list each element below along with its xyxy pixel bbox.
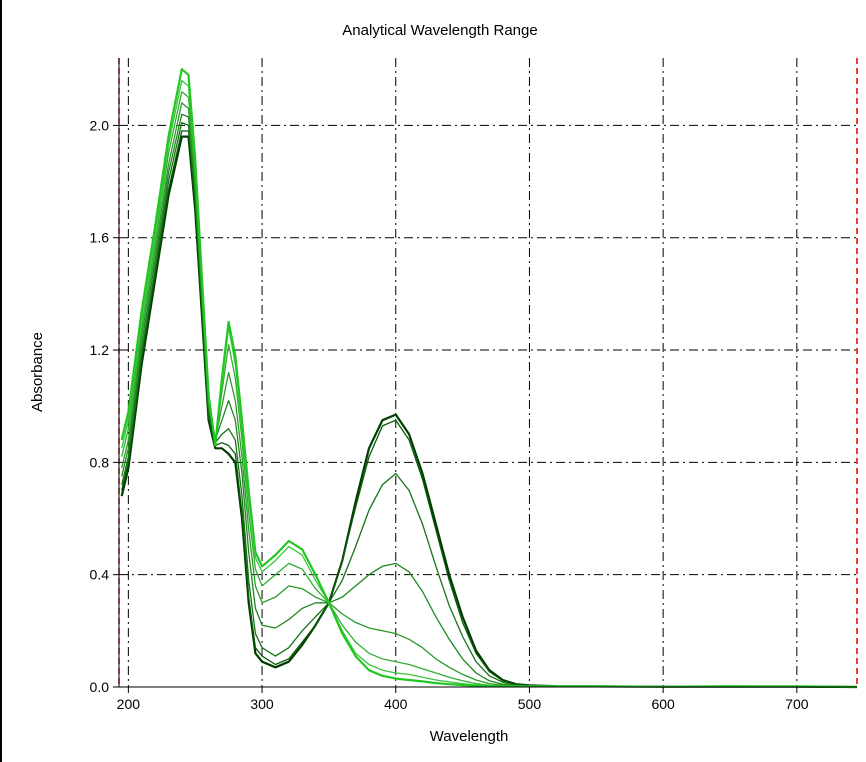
y-tick-label: 0.0 bbox=[90, 679, 110, 695]
x-tick-label: 700 bbox=[785, 696, 809, 712]
x-tick-label: 600 bbox=[651, 696, 675, 712]
y-axis-ticks: 0.0 0.4 0.8 1.2 1.6 2.0 bbox=[90, 117, 119, 695]
y-tick-label: 2.0 bbox=[90, 117, 110, 133]
spectrum-line bbox=[120, 68, 858, 689]
x-tick-label: 300 bbox=[250, 696, 274, 712]
chart-title: Analytical Wavelength Range bbox=[342, 22, 537, 39]
x-axis-ticks: 200 300 400 500 600 700 bbox=[117, 687, 809, 712]
x-axis-label: Wavelength bbox=[430, 728, 509, 745]
y-tick-label: 1.2 bbox=[90, 342, 110, 358]
x-tick-label: 400 bbox=[384, 696, 408, 712]
spectra-series bbox=[120, 68, 858, 689]
plot-border bbox=[118, 58, 857, 688]
y-tick-label: 0.8 bbox=[90, 454, 110, 470]
x-tick-label: 500 bbox=[518, 696, 542, 712]
y-axis-label: Absorbance bbox=[29, 332, 46, 412]
x-tick-label: 200 bbox=[117, 696, 141, 712]
y-tick-label: 0.4 bbox=[90, 567, 110, 583]
plot-area bbox=[119, 58, 857, 687]
y-tick-label: 1.6 bbox=[90, 230, 110, 246]
